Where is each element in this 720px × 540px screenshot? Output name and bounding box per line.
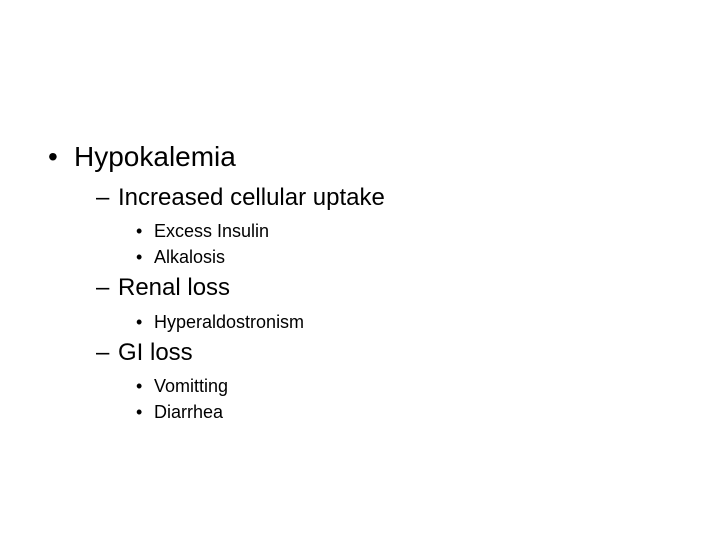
level2-item: –GI loss [96,337,720,369]
level2-item: –Increased cellular uptake [96,182,720,214]
level3-text: Excess Insulin [154,221,269,241]
level3-text: Diarrhea [154,402,223,422]
level3-item: •Alkalosis [136,244,720,270]
bullet-l3: • [136,244,154,270]
level3-item: •Diarrhea [136,399,720,425]
level2-item: –Renal loss [96,272,720,304]
level3-item: •Excess Insulin [136,218,720,244]
level3-text: Hyperaldostronism [154,312,304,332]
level2-text: GI loss [118,339,193,366]
level3-item: •Vomitting [136,373,720,399]
bullet-l3: • [136,373,154,399]
bullet-l3: • [136,309,154,335]
bullet-l1: • [48,138,74,176]
bullet-l3: • [136,218,154,244]
bullet-l2: – [96,182,118,214]
level2-text: Renal loss [118,274,230,301]
level3-item: •Hyperaldostronism [136,309,720,335]
level2-text: Increased cellular uptake [118,184,385,211]
bullet-l2: – [96,337,118,369]
level1-text: Hypokalemia [74,141,236,172]
bullet-l2: – [96,272,118,304]
level3-text: Vomitting [154,376,228,396]
bullet-l3: • [136,399,154,425]
level3-text: Alkalosis [154,247,225,267]
level1-item: •Hypokalemia [48,138,720,176]
